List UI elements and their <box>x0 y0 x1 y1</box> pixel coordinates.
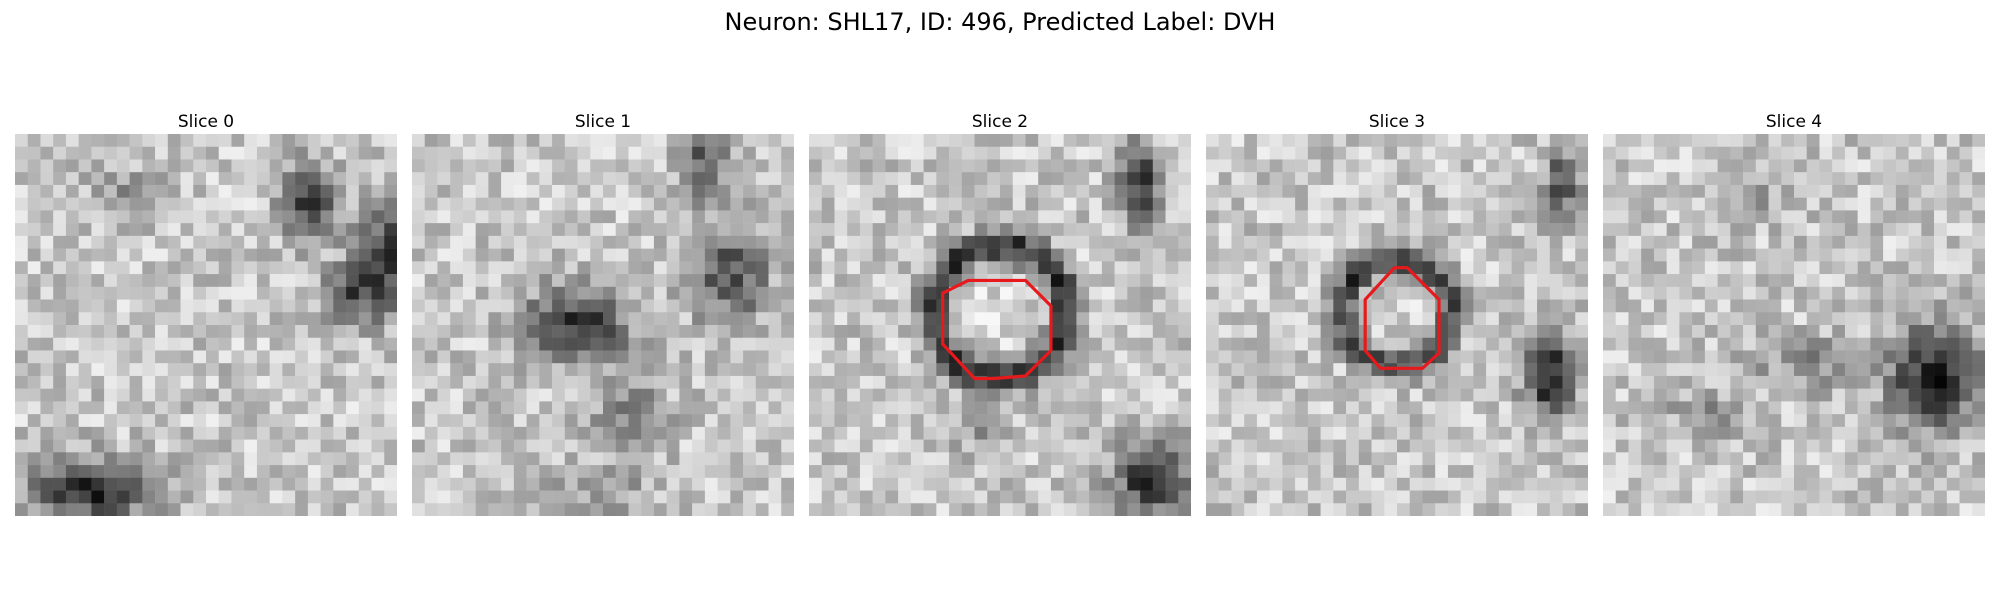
slice-title: Slice 4 <box>1765 112 1823 132</box>
slice-panel-2: Slice 2 <box>809 110 1191 516</box>
slice-title: Slice 0 <box>177 112 235 132</box>
slice-panel-4: Slice 4 <box>1603 110 1985 516</box>
roi-outline <box>941 278 1053 381</box>
slice-title: Slice 2 <box>971 112 1029 132</box>
figure-title: Neuron: SHL17, ID: 496, Predicted Label:… <box>724 8 1276 36</box>
slice-panel-1: Slice 1 <box>412 110 794 516</box>
slice-panel-0: Slice 0 <box>15 110 397 516</box>
slice-image <box>809 134 1191 516</box>
roi-outline <box>1363 266 1441 370</box>
slice-image <box>1603 134 1985 516</box>
slice-image <box>15 134 397 516</box>
slice-title: Slice 3 <box>1368 112 1426 132</box>
slice-title: Slice 1 <box>574 112 632 132</box>
slice-image <box>412 134 794 516</box>
slice-panel-3: Slice 3 <box>1206 110 1588 516</box>
slice-image <box>1206 134 1588 516</box>
